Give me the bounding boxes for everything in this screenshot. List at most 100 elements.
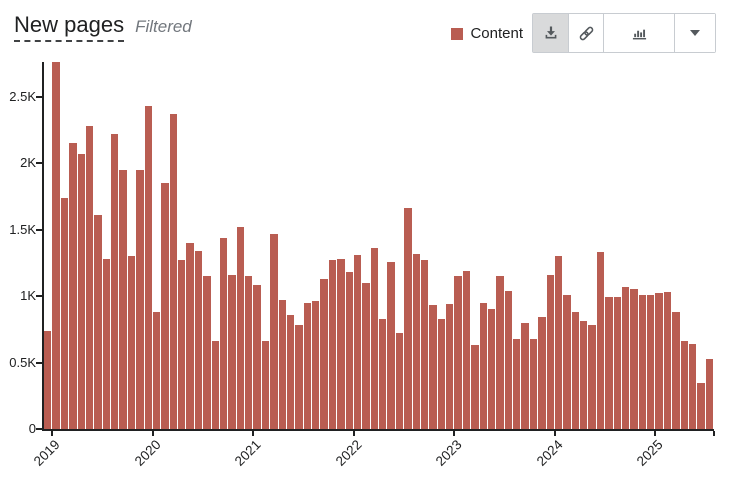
link-icon	[578, 25, 595, 42]
x-axis-label: 2019	[31, 437, 64, 469]
chart-bar[interactable]	[571, 312, 579, 429]
y-axis-label: 1.5K	[9, 221, 36, 237]
chart-bar[interactable]	[705, 358, 713, 429]
chart-bar[interactable]	[529, 338, 538, 429]
chart-bar[interactable]	[261, 341, 270, 429]
x-axis-label: 2024	[533, 437, 566, 469]
chart-bar[interactable]	[253, 285, 261, 429]
chart-bar[interactable]	[370, 248, 378, 429]
more-options-button[interactable]	[674, 14, 715, 52]
chart-bar[interactable]	[395, 333, 404, 429]
chart-header: New pages Filtered	[14, 12, 192, 42]
chart-bar[interactable]	[295, 325, 303, 429]
chart-bar[interactable]	[94, 214, 102, 429]
chart-bar[interactable]	[429, 305, 437, 429]
plot-area	[44, 62, 714, 429]
x-axis-tick	[553, 431, 556, 436]
chart-bar[interactable]	[404, 208, 412, 429]
chart-bar[interactable]	[111, 133, 119, 429]
chart-bar[interactable]	[538, 317, 546, 429]
chart-bar[interactable]	[44, 330, 52, 429]
page-title[interactable]: New pages	[14, 12, 125, 42]
chart-bar[interactable]	[412, 253, 420, 429]
chart-bar[interactable]	[270, 233, 278, 429]
legend[interactable]: Content	[451, 25, 523, 42]
x-axis-tick	[352, 431, 355, 436]
chart-bar[interactable]	[496, 276, 504, 429]
chart-bar[interactable]	[688, 343, 697, 429]
chart-bar[interactable]	[337, 258, 345, 429]
chart-bar[interactable]	[362, 282, 370, 429]
chart-bar[interactable]	[504, 290, 512, 429]
chart-bar[interactable]	[697, 382, 705, 429]
x-axis-label: 2022	[332, 437, 365, 469]
chart-bar[interactable]	[144, 105, 152, 429]
chart-bar[interactable]	[554, 256, 563, 429]
chart-bar[interactable]	[69, 143, 77, 429]
chart-bar[interactable]	[228, 274, 236, 429]
chart-bar[interactable]	[60, 197, 69, 429]
chart-bar[interactable]	[588, 325, 596, 429]
permalink-button[interactable]	[568, 14, 603, 52]
chart-bar[interactable]	[211, 341, 219, 429]
chart-bar[interactable]	[136, 169, 144, 429]
chart-bar[interactable]	[303, 302, 311, 429]
chart-bar[interactable]	[462, 270, 471, 429]
chart-bar[interactable]	[127, 256, 136, 429]
chart-bar[interactable]	[420, 260, 429, 429]
chart-bar[interactable]	[638, 294, 646, 429]
chart-bar[interactable]	[152, 312, 161, 429]
chart-bar[interactable]	[77, 153, 85, 429]
chart-bar[interactable]	[219, 237, 228, 429]
chart-bar[interactable]	[353, 254, 362, 429]
chart-bar[interactable]	[245, 276, 253, 429]
chart-bar[interactable]	[286, 314, 295, 429]
chart-bar[interactable]	[85, 125, 94, 429]
chart-type-button[interactable]	[603, 14, 674, 52]
chart-bar[interactable]	[387, 261, 395, 429]
chart-bar[interactable]	[580, 321, 588, 429]
y-axis-label: 0.5K	[9, 354, 36, 370]
chart-bar[interactable]	[487, 309, 496, 429]
chart-bar[interactable]	[605, 297, 613, 429]
x-axis-label: 2023	[433, 437, 466, 469]
chart-bar[interactable]	[119, 169, 127, 429]
chart-bar[interactable]	[613, 297, 621, 429]
chart-bar[interactable]	[680, 341, 688, 429]
chart-bar[interactable]	[647, 294, 655, 429]
chart-bar[interactable]	[596, 252, 605, 429]
x-axis-tick	[51, 431, 54, 436]
chart-bar[interactable]	[278, 300, 286, 429]
chart-bar[interactable]	[236, 226, 244, 429]
chart-bar[interactable]	[178, 260, 186, 429]
chart-bar[interactable]	[630, 289, 638, 429]
chart-bar[interactable]	[513, 338, 521, 429]
chart-bar[interactable]	[169, 113, 177, 429]
download-button[interactable]	[533, 14, 568, 52]
chart-bar[interactable]	[655, 293, 663, 429]
chart-bar[interactable]	[52, 62, 60, 429]
chart-bar[interactable]	[328, 260, 337, 429]
y-axis-tick	[36, 228, 42, 231]
chart-bar[interactable]	[563, 294, 571, 429]
chart-bar[interactable]	[345, 272, 353, 429]
chart-bar[interactable]	[161, 183, 169, 429]
chart-bar[interactable]	[102, 258, 110, 429]
chart-bar[interactable]	[203, 276, 211, 429]
chart-bar[interactable]	[194, 250, 203, 429]
chart-bar[interactable]	[672, 312, 680, 429]
chart-bar[interactable]	[312, 301, 320, 429]
chart-bar[interactable]	[437, 318, 445, 429]
chart-bar[interactable]	[479, 302, 487, 429]
chart-bar[interactable]	[663, 292, 672, 429]
chart-bar[interactable]	[471, 345, 479, 429]
chart-bar[interactable]	[621, 286, 630, 429]
chart-bar[interactable]	[521, 322, 529, 429]
chart-bar[interactable]	[446, 304, 454, 429]
chart-bar[interactable]	[546, 274, 554, 429]
chart-bar[interactable]	[320, 278, 328, 429]
chart-bar[interactable]	[454, 276, 462, 429]
chevron-down-icon	[690, 30, 700, 36]
chart-bar[interactable]	[379, 318, 387, 429]
chart-bar[interactable]	[186, 242, 194, 429]
